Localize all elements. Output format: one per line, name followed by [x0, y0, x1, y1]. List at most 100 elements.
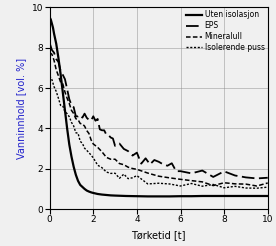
Mineralull: [74, 117, 78, 120]
Uten isolasjon: [168, 195, 171, 198]
EPS: [140, 162, 143, 165]
Isolerende puss: [61, 104, 64, 107]
Mineralull: [63, 91, 67, 93]
Isolerende puss: [222, 186, 226, 189]
Isolerende puss: [131, 176, 134, 179]
Uten isolasjon: [63, 109, 67, 112]
Isolerende puss: [100, 166, 104, 169]
Mineralull: [83, 125, 86, 128]
Uten isolasjon: [79, 184, 82, 186]
Isolerende puss: [233, 185, 237, 188]
Uten isolasjon: [85, 189, 88, 192]
Uten isolasjon: [266, 195, 269, 198]
Mineralull: [122, 163, 126, 166]
Uten isolasjon: [87, 190, 91, 193]
EPS: [48, 42, 51, 45]
Mineralull: [266, 182, 269, 184]
Mineralull: [70, 109, 73, 112]
Uten isolasjon: [81, 185, 84, 188]
Uten isolasjon: [96, 192, 99, 195]
Isolerende puss: [157, 182, 160, 185]
Mineralull: [57, 74, 60, 77]
Mineralull: [89, 138, 93, 141]
Isolerende puss: [266, 186, 269, 189]
Mineralull: [135, 168, 139, 171]
Isolerende puss: [87, 151, 91, 154]
Isolerende puss: [74, 131, 78, 134]
Isolerende puss: [109, 172, 112, 175]
X-axis label: Tørketid [t]: Tørketid [t]: [131, 230, 186, 240]
Mineralull: [179, 178, 182, 181]
Uten isolasjon: [49, 18, 52, 21]
Mineralull: [72, 112, 75, 115]
Isolerende puss: [135, 174, 139, 177]
Isolerende puss: [79, 140, 82, 143]
Mineralull: [81, 123, 84, 125]
EPS: [92, 115, 95, 118]
Mineralull: [118, 162, 121, 165]
Uten isolasjon: [50, 22, 54, 25]
Isolerende puss: [57, 97, 60, 100]
Isolerende puss: [190, 182, 193, 185]
Isolerende puss: [55, 90, 58, 93]
Uten isolasjon: [74, 173, 78, 176]
Mineralull: [52, 59, 56, 62]
Isolerende puss: [96, 164, 99, 167]
Uten isolasjon: [222, 195, 226, 198]
Uten isolasjon: [72, 165, 75, 168]
Isolerende puss: [63, 110, 67, 113]
Uten isolasjon: [51, 26, 55, 29]
Uten isolasjon: [146, 195, 150, 198]
Uten isolasjon: [83, 187, 86, 190]
Mineralull: [109, 158, 112, 161]
Isolerende puss: [105, 170, 108, 173]
Mineralull: [96, 146, 99, 149]
Isolerende puss: [126, 177, 130, 180]
Uten isolasjon: [59, 73, 62, 76]
Mineralull: [79, 122, 82, 125]
Mineralull: [87, 132, 91, 135]
Isolerende puss: [83, 147, 86, 150]
Isolerende puss: [59, 104, 62, 107]
Mineralull: [201, 180, 204, 183]
Isolerende puss: [146, 183, 150, 185]
Uten isolasjon: [100, 193, 104, 196]
Uten isolasjon: [48, 16, 51, 19]
Mineralull: [68, 102, 71, 105]
Isolerende puss: [68, 115, 71, 118]
Mineralull: [50, 53, 54, 56]
Mineralull: [126, 166, 130, 169]
Uten isolasjon: [113, 194, 117, 197]
Mineralull: [76, 118, 80, 121]
Isolerende puss: [52, 85, 56, 88]
Isolerende puss: [70, 121, 73, 124]
Uten isolasjon: [57, 56, 60, 59]
Uten isolasjon: [92, 191, 95, 194]
Line: Uten isolasjon: Uten isolasjon: [50, 17, 268, 196]
Line: Mineralull: Mineralull: [50, 53, 268, 186]
EPS: [68, 98, 71, 101]
Isolerende puss: [255, 187, 258, 190]
Uten isolasjon: [135, 195, 139, 198]
Isolerende puss: [201, 185, 204, 188]
Y-axis label: Vanninnhold [vol. %]: Vanninnhold [vol. %]: [16, 58, 26, 159]
Uten isolasjon: [76, 179, 80, 182]
Mineralull: [244, 183, 248, 185]
Line: Isolerende puss: Isolerende puss: [50, 76, 268, 188]
Uten isolasjon: [89, 191, 93, 194]
Isolerende puss: [122, 173, 126, 176]
Uten isolasjon: [179, 195, 182, 198]
Isolerende puss: [81, 142, 84, 145]
Mineralull: [92, 142, 95, 145]
Uten isolasjon: [65, 127, 69, 130]
Uten isolasjon: [68, 143, 71, 146]
Isolerende puss: [212, 183, 215, 186]
Uten isolasjon: [55, 42, 58, 45]
Isolerende puss: [76, 132, 80, 135]
EPS: [118, 142, 121, 145]
EPS: [266, 176, 269, 179]
Isolerende puss: [118, 177, 121, 180]
Isolerende puss: [92, 156, 95, 159]
EPS: [122, 147, 126, 150]
Mineralull: [100, 150, 104, 153]
